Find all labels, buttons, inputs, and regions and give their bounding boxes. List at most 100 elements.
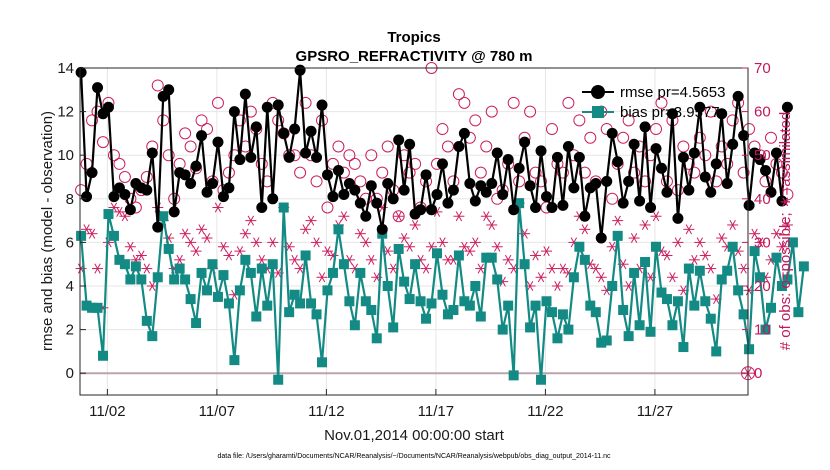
rmse-point: [201, 186, 213, 198]
bias-point: [125, 274, 136, 285]
obs-assimilated-point: [672, 237, 684, 248]
rmse-point: [464, 178, 476, 190]
x-tick-label: 11/02: [89, 403, 125, 420]
rmse-point: [168, 206, 180, 218]
obs-assimilated-point: [289, 254, 301, 265]
asterisk-stroke: [411, 219, 419, 230]
obs-possible-point: [332, 140, 345, 153]
asterisk-stroke: [630, 233, 638, 244]
obs-possible-point: [545, 123, 558, 136]
obs-possible-point: [699, 149, 712, 162]
x-tick-label: 11/27: [637, 403, 673, 420]
asterisk-stroke: [587, 259, 594, 270]
asterisk-stroke: [406, 241, 413, 252]
bias-point: [601, 335, 612, 346]
asterisk-stroke: [658, 246, 665, 257]
rmse-point: [519, 136, 531, 148]
obs-assimilated-point: [338, 211, 350, 222]
rmse-point: [267, 193, 279, 205]
bias-point: [640, 257, 651, 268]
obs-possible-point: [578, 166, 591, 179]
bias-point: [202, 285, 213, 296]
bias-point: [700, 296, 711, 307]
x-tick-label: 11/07: [199, 403, 235, 420]
rmse-point: [606, 127, 618, 139]
asterisk-stroke: [504, 254, 512, 265]
rmse-point: [431, 188, 443, 200]
obs-possible-point: [715, 140, 728, 153]
rmse-point: [387, 193, 399, 205]
asterisk-stroke: [718, 233, 725, 244]
rmse-point: [497, 188, 509, 200]
obs-possible-point: [118, 171, 131, 183]
asterisk-stroke: [778, 241, 786, 252]
obs-possible-point: [151, 79, 164, 92]
obs-assimilated-point: [688, 254, 700, 265]
asterisk-stroke: [313, 237, 320, 248]
bias-point: [612, 230, 623, 241]
obs-possible-point: [688, 166, 701, 179]
bias-point: [147, 331, 158, 342]
bias-point: [366, 304, 377, 315]
bias-point: [333, 224, 344, 235]
rmse-point: [546, 202, 558, 214]
legend-bias-marker: [592, 106, 604, 118]
rmse-point: [278, 127, 290, 139]
rmse-point: [776, 195, 788, 207]
axes: 0 2 4 6 8 10 12 14 0 10 20 30 40 50 60 70 11/02 11/07 11/1…: [57, 60, 770, 420]
obs-assimilated-point: [250, 237, 262, 248]
bias-point: [169, 274, 180, 285]
obs-assimilated-point: [124, 241, 136, 252]
obs-possible-point: [573, 114, 586, 127]
rmse-point: [595, 232, 607, 244]
bias-point: [733, 285, 744, 296]
obs-assimilated-point: [436, 237, 448, 248]
asterisk-stroke: [756, 237, 764, 248]
bias-point: [557, 309, 568, 320]
bias-point: [119, 259, 130, 270]
rmse-point: [212, 136, 224, 148]
obs-assimilated-point: [639, 219, 651, 230]
bias-point: [645, 326, 656, 337]
obs-assimilated-point: [694, 237, 706, 248]
bias-point: [705, 313, 716, 324]
obs-assimilated-point: [239, 228, 251, 239]
bias-point: [103, 209, 114, 220]
bias-point: [508, 370, 519, 381]
bias-point: [661, 294, 672, 305]
asterisk-stroke: [581, 224, 589, 235]
asterisk-stroke: [751, 228, 758, 239]
rmse-point: [141, 184, 153, 196]
asterisk-stroke: [729, 219, 736, 230]
asterisk-stroke: [559, 263, 567, 274]
asterisk-stroke: [285, 241, 293, 252]
bias-point: [174, 263, 185, 274]
bias-point: [289, 289, 300, 300]
bias-point: [108, 230, 119, 241]
footer-data-file: data file: /Users/gharamti/Documents/NCA…: [217, 453, 611, 460]
asterisk-stroke: [614, 215, 621, 226]
bias-point: [76, 230, 87, 241]
obs-assimilated-point: [365, 254, 377, 265]
asterisk-stroke: [395, 211, 402, 222]
rmse-point: [75, 66, 87, 78]
asterisk-stroke: [422, 263, 430, 274]
bias-point: [251, 311, 262, 322]
obs-assimilated-point: [86, 228, 98, 239]
bias-point: [678, 342, 689, 353]
bias-point: [629, 267, 640, 278]
asterisk-stroke: [466, 246, 474, 257]
rmse-point: [349, 184, 361, 196]
bias-point: [295, 298, 306, 309]
obs-possible-point: [201, 123, 214, 136]
obs-assimilated-point: [458, 241, 470, 252]
asterisk-stroke: [269, 237, 276, 248]
bias-point: [218, 270, 229, 281]
chart-subtitle: GPSRO_REFRACTIVITY @ 780 m: [296, 48, 533, 65]
rmse-point: [672, 212, 684, 224]
asterisk-stroke: [258, 254, 265, 265]
rmse-point: [661, 186, 673, 198]
obs-possible-point: [584, 131, 597, 144]
obs-assimilated-point: [590, 263, 602, 274]
